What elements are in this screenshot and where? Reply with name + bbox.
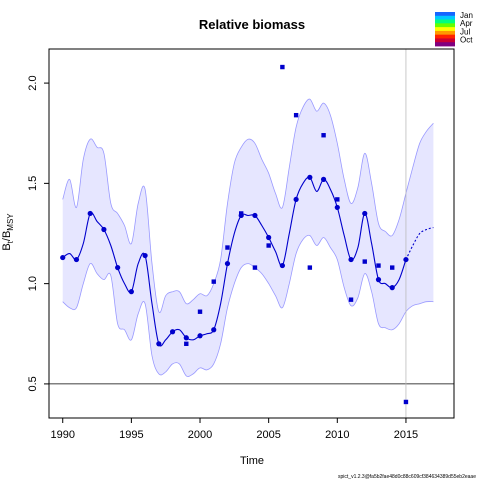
y-tick-label: 1.5 (27, 176, 39, 191)
x-tick-label: 2005 (256, 429, 280, 441)
legend-month-label: Oct (460, 36, 473, 45)
confidence-band-layer (62, 98, 434, 377)
observation-point (335, 197, 340, 202)
estimate-point (197, 333, 203, 339)
observation-point (211, 279, 216, 284)
x-tick-label: 1995 (119, 429, 143, 441)
observation-point (348, 297, 354, 302)
observation-point (403, 399, 409, 405)
y-tick-label: 1.0 (27, 276, 39, 291)
ci-band-fill (62, 99, 434, 377)
legend-month-label: Jan (460, 11, 473, 20)
observation-point (197, 309, 203, 314)
estimate-point (128, 289, 134, 295)
estimate-layer (60, 174, 434, 347)
legend-color-band (435, 42, 455, 47)
legend-color-band (435, 30, 455, 36)
estimate-point (279, 262, 285, 269)
y-axis-label: Bt/BMSY (1, 213, 15, 251)
observation-point (390, 265, 395, 270)
estimate-point (389, 285, 395, 291)
y-axis-label-main: B (1, 243, 13, 250)
y-axis-label-mid: /B (1, 231, 13, 241)
legend-color-band (435, 23, 455, 28)
estimate-point (348, 256, 354, 263)
y-tick-label: 2.0 (27, 75, 39, 90)
legend-color-band (435, 19, 455, 24)
x-tick-label: 1990 (50, 429, 74, 441)
estimate-point (307, 174, 313, 180)
estimate-point (252, 212, 258, 219)
estimate-point (403, 256, 409, 263)
legend-color-band (435, 15, 455, 20)
observation-point (362, 259, 367, 264)
legend-color-band (435, 12, 455, 17)
y-tick-label: 0.5 (27, 376, 39, 391)
legend-color-band (435, 27, 455, 32)
estimate-point (293, 196, 299, 203)
y-axis-label-sub1: t (6, 240, 15, 243)
legend-month-label: Apr (460, 19, 473, 28)
observation-point (293, 112, 299, 118)
legend-month-label: Jul (460, 27, 470, 36)
estimate-point (362, 210, 368, 217)
x-tick-label: 2010 (325, 429, 349, 441)
observations-layer (184, 64, 409, 405)
estimate-point (73, 256, 80, 263)
x-tick-label: 2000 (188, 429, 212, 441)
x-axis-label: Time (240, 455, 264, 467)
ci-lower-line (62, 234, 434, 377)
legend-color-band (435, 38, 455, 43)
estimate-point (211, 327, 217, 333)
estimate-line (62, 176, 407, 347)
y-axis-label-sub2: MSY (6, 213, 15, 231)
estimate-point (115, 264, 121, 271)
estimate-point (183, 335, 189, 341)
observation-point (225, 245, 230, 250)
observation-point (184, 341, 189, 346)
legend-color-band (435, 34, 455, 39)
version-footnote: spict_v1.2.3@fa5b2fae48d0c88c609cf384634… (338, 474, 476, 480)
estimate-point (224, 260, 231, 267)
estimate-point (156, 341, 162, 347)
estimate-point (142, 252, 148, 259)
reference-lines (49, 49, 454, 418)
chart-title: Relative biomass (199, 17, 305, 32)
x-tick-label: 2015 (394, 429, 418, 441)
observation-point (307, 265, 313, 270)
observation-point (239, 211, 244, 216)
estimate-point (334, 204, 340, 211)
observation-point (376, 263, 381, 268)
estimate-point (375, 277, 382, 283)
ci-upper-line (62, 98, 434, 314)
estimate-point (101, 226, 107, 233)
observation-point (280, 64, 285, 70)
estimate-point (60, 254, 66, 261)
observation-point (252, 265, 258, 270)
estimate-point (320, 176, 327, 182)
observation-point (321, 133, 326, 138)
estimate-point (266, 234, 272, 241)
axes: 1990 1995 2000 2005 2010 2015 0.5 1.0 1.5 2.0 (27, 48, 455, 441)
estimate-point (169, 329, 176, 335)
estimate-point (87, 210, 93, 217)
observation-point (266, 243, 271, 248)
forecast-line (405, 226, 434, 260)
